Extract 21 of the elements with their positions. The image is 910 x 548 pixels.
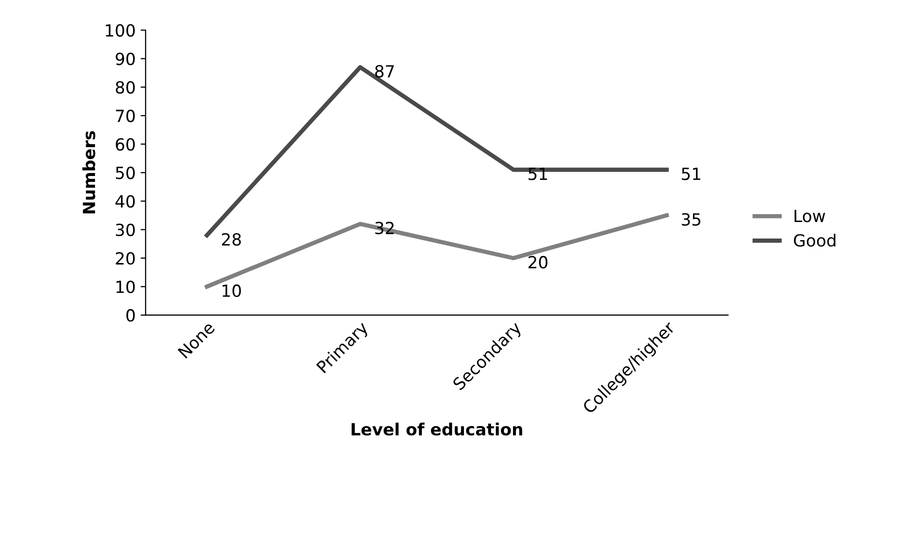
y-tick-label: 40 [115, 195, 135, 208]
y-tick-label: 80 [116, 81, 135, 94]
legend-label: Low [794, 210, 826, 222]
y-axis-title: Numbers [82, 131, 96, 214]
data-label: 28 [222, 233, 241, 246]
y-tick-label: 90 [116, 52, 135, 66]
y-tick-label: 60 [116, 138, 135, 151]
y-tick-label: 50 [116, 166, 135, 180]
y-tick-label: 0 [126, 309, 135, 322]
y-tick-label: 70 [116, 110, 135, 122]
y-tick-label: 30 [116, 224, 135, 236]
y-tick-label: 20 [116, 252, 135, 265]
data-label: 10 [222, 284, 241, 297]
data-label: 51 [682, 168, 700, 180]
x-axis-title: Level of education [352, 422, 522, 436]
y-tick-label: 100 [106, 24, 135, 37]
data-label: 20 [528, 256, 548, 268]
legend-label: Good [794, 234, 836, 247]
data-label: 35 [682, 213, 700, 226]
y-tick-label: 10 [116, 280, 135, 294]
data-label: 87 [375, 64, 394, 78]
